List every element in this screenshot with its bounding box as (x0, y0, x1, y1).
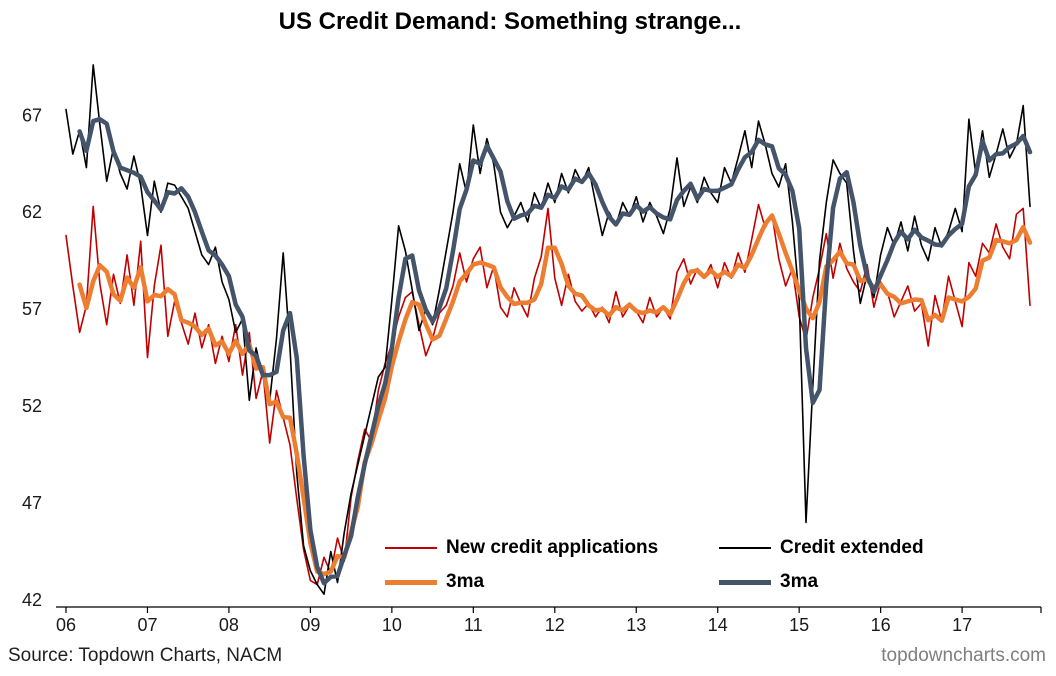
red-line-sample-icon (385, 547, 437, 549)
y-axis-tick-label: 67 (22, 105, 42, 125)
legend-row-raw: New credit applications Credit extended (385, 531, 1053, 565)
line-credit-extended-3ma (77, 116, 1033, 586)
x-axis-tick-label: 10 (382, 615, 402, 635)
x-axis-tick-label: 12 (545, 615, 565, 635)
legend-item-new-credit-applications: New credit applications (385, 537, 719, 559)
source-note: Source: Topdown Charts, NACM (8, 645, 283, 666)
x-axis-tick-label: 13 (626, 615, 646, 635)
legend-item-credit-extended: Credit extended (719, 537, 1053, 559)
x-axis-tick-label: 16 (871, 615, 891, 635)
x-axis-tick-label: 08 (219, 615, 239, 635)
x-axis-tick-label: 14 (708, 615, 728, 635)
y-axis-tick-label: 57 (22, 299, 42, 319)
x-axis-tick-label: 09 (300, 615, 320, 635)
chart-legend: New credit applications Credit extended … (385, 531, 1053, 599)
legend-item-new-credit-3ma: 3ma (385, 571, 719, 593)
x-axis-tick-label: 15 (789, 615, 809, 635)
legend-label-credit-extended-3ma: 3ma (780, 571, 819, 592)
legend-item-credit-extended-3ma: 3ma (719, 571, 1053, 593)
y-axis-tick-label: 47 (22, 493, 42, 513)
x-axis-tick-label: 07 (137, 615, 157, 635)
x-axis-tick-label: 17 (952, 615, 972, 635)
y-axis-tick-label: 52 (22, 396, 42, 416)
black-line-sample-icon (719, 547, 771, 549)
legend-label-new-credit-3ma: 3ma (446, 571, 485, 592)
legend-label-new-credit-applications: New credit applications (446, 537, 659, 558)
line-new-credit-applications-3ma (77, 213, 1033, 577)
y-axis-tick-label: 42 (22, 590, 42, 610)
x-axis-tick-label: 11 (464, 615, 483, 635)
watermark: topdowncharts.com (881, 645, 1046, 666)
dark-line-sample-icon (719, 579, 771, 585)
orange-line-sample-icon (385, 579, 437, 585)
y-axis-tick-label: 62 (22, 202, 42, 222)
x-axis-tick-label: 06 (56, 615, 76, 635)
chart-title: US Credit Demand: Something strange... (278, 8, 742, 35)
legend-row-3ma: 3ma 3ma (385, 565, 1053, 599)
legend-label-credit-extended: Credit extended (780, 537, 924, 558)
